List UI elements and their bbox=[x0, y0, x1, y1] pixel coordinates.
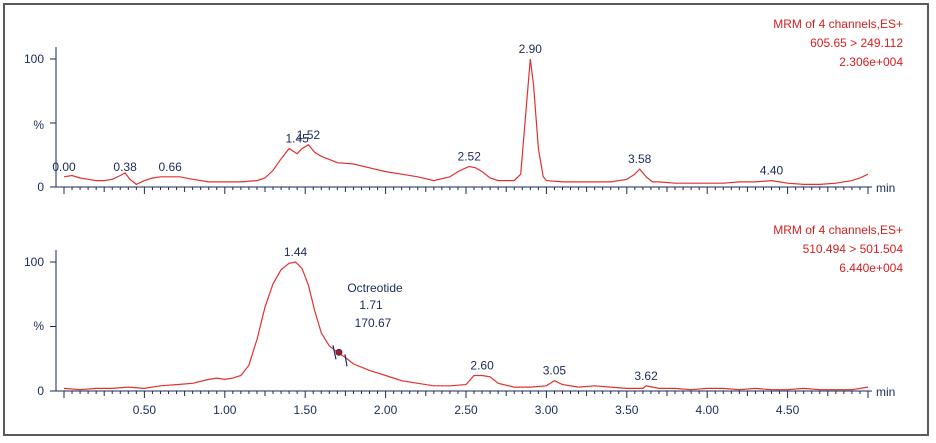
octreotide-name-label: Octreotide bbox=[347, 281, 403, 295]
bottom-chromatogram-trace bbox=[63, 261, 869, 391]
peak-label: 3.05 bbox=[543, 364, 567, 378]
top-chromatogram-trace bbox=[63, 58, 869, 186]
top-y-tick-0: 0 bbox=[37, 180, 44, 194]
x-tick-label: 2.00 bbox=[374, 403, 398, 417]
peak-label: 0.00 bbox=[52, 160, 76, 174]
top-info-line-2: 605.65 > 249.112 bbox=[810, 36, 903, 50]
peak-label: 3.62 bbox=[634, 369, 658, 383]
octreotide-end-marker bbox=[344, 354, 348, 367]
x-tick-label: 3.50 bbox=[615, 403, 639, 417]
x-tick-label: 1.50 bbox=[294, 403, 318, 417]
peak-label: 2.52 bbox=[458, 150, 482, 164]
peak-label: 0.38 bbox=[113, 160, 137, 174]
x-tick-label: 1.00 bbox=[213, 403, 237, 417]
top-info-line-3: 2.306e+004 bbox=[839, 55, 903, 69]
top-info-line-1: MRM of 4 channels,ES+ bbox=[773, 17, 903, 31]
peak-label: 1.44 bbox=[284, 245, 308, 259]
bottom-y-tick-100: 100 bbox=[24, 255, 44, 269]
bottom-chromatogram-panel: 100 % 0 min MRM of 4 channels,ES+ 510.49… bbox=[24, 223, 903, 417]
octreotide-peak-point bbox=[335, 348, 343, 356]
peak-label: 0.66 bbox=[158, 160, 182, 174]
x-tick-label: 2.50 bbox=[454, 403, 478, 417]
bottom-info-line-1: MRM of 4 channels,ES+ bbox=[773, 223, 903, 237]
bottom-info-line-2: 510.494 > 501.504 bbox=[803, 242, 904, 256]
bottom-y-tick-percent: % bbox=[33, 319, 44, 333]
peak-label: 3.58 bbox=[628, 152, 652, 166]
x-tick-label: 4.00 bbox=[696, 403, 720, 417]
chromatogram-frame bbox=[3, 3, 929, 436]
x-tick-label: 0.50 bbox=[133, 403, 157, 417]
bottom-info-line-3: 6.440e+004 bbox=[839, 261, 903, 275]
top-chromatogram-panel: 100 % 0 min MRM of 4 channels,ES+ 605.65… bbox=[24, 17, 903, 195]
octreotide-rt-label: 1.71 bbox=[359, 298, 383, 312]
bottom-x-unit: min bbox=[876, 385, 895, 399]
peak-label: 2.90 bbox=[519, 42, 543, 56]
top-y-tick-percent: % bbox=[33, 118, 44, 132]
x-tick-label: 4.50 bbox=[776, 403, 800, 417]
peak-label: 1.45 bbox=[285, 132, 309, 146]
peak-label: 1.52 bbox=[297, 128, 321, 142]
octreotide-area-label: 170.67 bbox=[355, 316, 392, 330]
x-tick-label: 3.00 bbox=[535, 403, 559, 417]
peak-label: 2.60 bbox=[470, 359, 494, 373]
bottom-y-tick-0: 0 bbox=[37, 384, 44, 398]
peak-label: 4.40 bbox=[760, 164, 784, 178]
top-x-unit: min bbox=[876, 181, 895, 195]
top-y-tick-100: 100 bbox=[24, 52, 44, 66]
octreotide-start-marker bbox=[332, 345, 337, 360]
